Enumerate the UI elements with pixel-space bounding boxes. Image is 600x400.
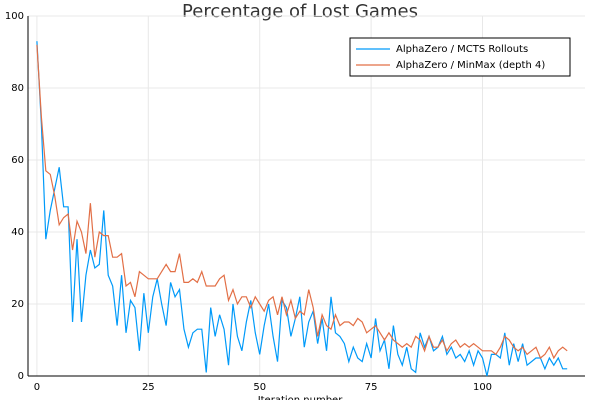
x-tick-label: 50 <box>253 382 266 393</box>
legend: AlphaZero / MCTS Rollouts AlphaZero / Min… <box>349 37 571 77</box>
y-tick-label: 100 <box>5 11 24 22</box>
x-tick-label: 25 <box>142 382 155 393</box>
x-tick-label: 75 <box>365 382 378 393</box>
x-tick-label: 100 <box>473 382 492 393</box>
line-series <box>36 41 568 377</box>
legend-box <box>349 37 571 77</box>
line-series <box>36 44 568 360</box>
x-axis-label: Iteration number <box>258 395 344 400</box>
legend-label: AlphaZero / MinMax (depth 4) <box>396 60 545 71</box>
y-tick-label: 60 <box>11 155 24 166</box>
y-tick-label: 40 <box>11 227 24 238</box>
y-tick-label: 80 <box>11 83 24 94</box>
legend-label: AlphaZero / MCTS Rollouts <box>396 44 528 55</box>
y-tick-label: 0 <box>18 371 24 382</box>
chart-title: Percentage of Lost Games <box>182 1 418 22</box>
y-tick-label: 20 <box>11 299 24 310</box>
x-tick-label: 0 <box>34 382 40 393</box>
